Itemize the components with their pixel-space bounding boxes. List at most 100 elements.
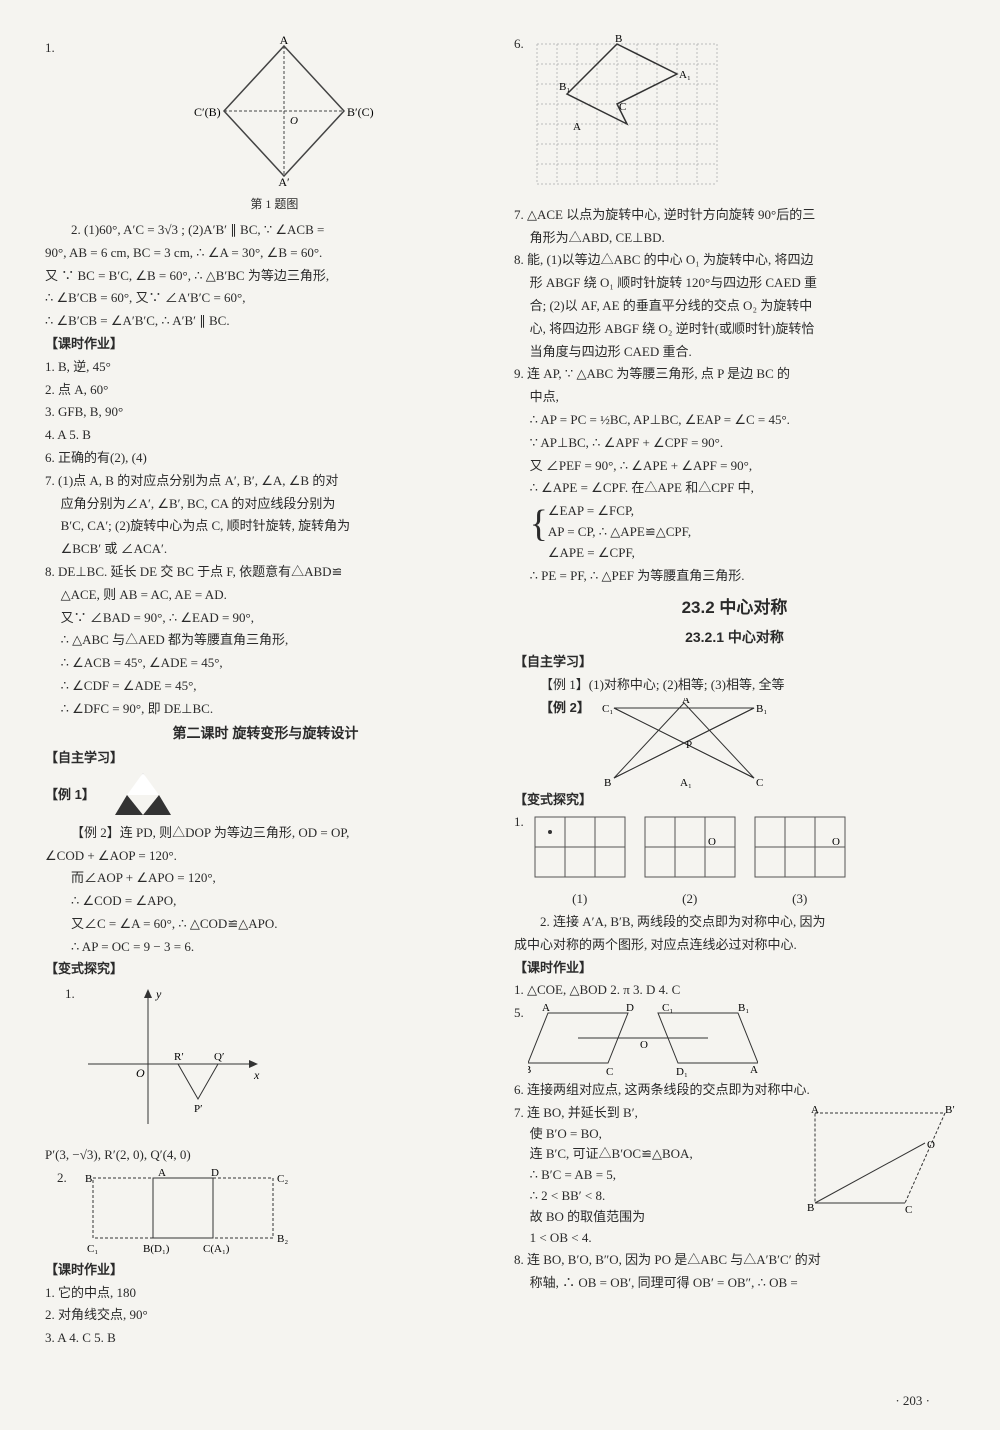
r9d: ∵ AP⊥BC, ∴ ∠APF + ∠CPF = 90°. <box>514 433 955 454</box>
h5-num: 5. <box>514 1003 524 1024</box>
p2e: ∴ ∠B′CB = ∠A′B′C, ∴ A′B′ ∥ BC. <box>45 311 486 332</box>
rect-BD1: B(D₁) <box>143 1243 170 1255</box>
ex2r-row: 【例 2】 C₁ A B₁ B A₁ C P <box>514 698 955 788</box>
fig1-A: A <box>280 36 289 47</box>
xlabel: x <box>253 1068 260 1082</box>
pa-D: D <box>626 1003 634 1014</box>
rect-C2: C₂ <box>277 1173 288 1185</box>
star-svg: C₁ A B₁ B A₁ C P <box>594 698 774 788</box>
grid-num: 6. <box>514 36 524 51</box>
grid-C: C <box>619 101 626 113</box>
rect-num: 2. <box>57 1168 67 1189</box>
rect-B: B <box>85 1173 92 1185</box>
ex2f: ∴ AP = OC = 9 − 3 = 6. <box>45 937 486 958</box>
r9h: ∴ PE = PF, ∴ △PEF 为等腰直角三角形. <box>514 566 955 587</box>
g3-3-O: O <box>832 836 840 848</box>
left-column: 1. A A′ C′(B) B′(C) O 第 1 题图 2. (1)60°, … <box>45 30 486 1351</box>
g3-2-O: O <box>708 836 716 848</box>
l6: 6. 正确的有(2), (4) <box>45 448 486 469</box>
h6: 6. 连接两组对应点, 这两条线段的交点即为对称中心. <box>514 1080 955 1101</box>
p2c: 又 ∵ BC = B′C, ∠B = 60°, ∴ △B′BC 为等边三角形, <box>45 266 486 287</box>
tri-B: B <box>807 1202 814 1213</box>
grid-lines <box>537 44 717 184</box>
ex1-row: 【例 1】 <box>45 771 486 821</box>
g3-n3: (3) <box>750 889 850 910</box>
h7c: 连 B′C, 可证△B′OC≌△BOA, <box>514 1144 797 1165</box>
mits-gap <box>127 773 159 795</box>
h7f: 故 BO 的取值范围为 <box>514 1207 797 1228</box>
fig1-BC: B′(C) <box>347 105 374 119</box>
subhead2: 第二课时 旋转变形与旋转设计 <box>45 722 486 744</box>
Qp: Q′ <box>214 1051 224 1063</box>
fig1-CB: C′(B) <box>194 105 221 119</box>
h7e: ∴ 2 < BB′ < 8. <box>514 1186 797 1207</box>
fig1-Aprime: A′ <box>279 175 291 186</box>
h8a: 8. 连 BO, B′O, B″O, 因为 PO 是△ABC 与△A′B′C′ … <box>514 1250 955 1271</box>
var2-head: 【变式探究】 <box>514 790 955 811</box>
fig1: A A′ C′(B) B′(C) O 第 1 题图 <box>63 36 486 214</box>
star-A1: A₁ <box>680 777 692 788</box>
ex2e: 又∠C = ∠A = 60°, ∴ △COD≌△APO. <box>45 914 486 935</box>
page-number: · 203 · <box>0 1391 1000 1412</box>
star-P: P <box>686 739 692 751</box>
p2b: 90°, AB = 6 cm, BC = 3 cm, ∴ ∠A = 30°, ∠… <box>45 243 486 264</box>
grid-A: A <box>573 121 581 133</box>
pa-C1: C₁ <box>662 1003 673 1014</box>
Rp: R′ <box>174 1051 184 1063</box>
grid-B1: B₁ <box>559 81 570 93</box>
r7b: 角形为△ABD, CE⊥BD. <box>514 228 955 249</box>
O-label: O <box>136 1066 145 1080</box>
coord-tri <box>178 1064 218 1099</box>
pa-O: O <box>640 1039 648 1051</box>
tri-A: A <box>811 1104 819 1116</box>
star-poly <box>614 703 754 778</box>
r8e: 当角度与四边形 CAED 重合. <box>514 342 955 363</box>
self2-head: 【自主学习】 <box>514 652 955 673</box>
ex2d: ∴ ∠COD = ∠APO, <box>45 891 486 912</box>
ex2r-label: 【例 2】 <box>540 698 590 719</box>
grid-svg: B A₁ C B₁ A <box>527 34 727 194</box>
r9c: ∴ AP = PC = ½BC, AP⊥BC, ∠EAP = ∠C = 45°. <box>514 410 955 431</box>
h8b: 称轴, ∴ OB = OB′, 同理可得 OB′ = OB″, ∴ OB = <box>514 1273 955 1294</box>
para-svg: A D C₁ B₁ B C D₁ A₁ O <box>528 1003 758 1078</box>
r9b: 中点, <box>514 387 955 408</box>
l2: 2. 点 A, 60° <box>45 380 486 401</box>
l8e: ∴ ∠ACB = 45°, ∠ADE = 45°, <box>45 653 486 674</box>
v2a: 2. 连接 A′A, B′B, 两线段的交点即为对称中心, 因为 <box>514 912 955 933</box>
r8d: 心, 将四边形 ABGF 绕 O₂ 逆时针(或顺时针)旋转恰 <box>514 319 955 340</box>
self1-head: 【自主学习】 <box>45 748 486 769</box>
rect-outer <box>93 1178 273 1238</box>
x-arrow-icon <box>249 1060 258 1068</box>
rect-A: A <box>158 1168 166 1179</box>
grid-A1: A₁ <box>679 69 691 81</box>
mits-logo <box>103 771 183 821</box>
r8c: 合; (2)以 AF, AE 的垂直平分线的交点 O₂ 为旋转中 <box>514 296 955 317</box>
q1-row: 1. A A′ C′(B) B′(C) O 第 1 题图 <box>45 32 486 218</box>
r9a: 9. 连 AP, ∵ △ABC 为等腰三角形, 点 P 是边 BC 的 <box>514 364 955 385</box>
tri-quad <box>815 1113 945 1203</box>
star-C1: C₁ <box>602 703 613 715</box>
h5-row: 5. A D C₁ B₁ B C D₁ A₁ O <box>514 1003 955 1078</box>
ex2a: 【例 2】连 PD, 则△DOP 为等边三角形, OD = OP, <box>45 823 486 844</box>
r9g3: ∠APE = ∠CPF, <box>548 543 691 564</box>
ex1-label: 【例 1】 <box>45 785 95 806</box>
rect-inner <box>153 1178 213 1238</box>
r9g1: ∠EAP = ∠FCP, <box>548 501 691 522</box>
right-column: 6. B A₁ C B₁ A <box>514 30 955 1351</box>
rect-B2: B₂ <box>277 1233 288 1245</box>
grids3-num: 1. <box>514 812 524 833</box>
rect-C1: C₁ <box>87 1243 98 1255</box>
r9e: 又 ∠PEF = 90°, ∴ ∠APE + ∠APF = 90°, <box>514 456 955 477</box>
star-B1: B₁ <box>756 703 767 715</box>
h7g: 1 < OB < 4. <box>514 1228 797 1249</box>
hl3: 3. A 4. C 5. B <box>45 1328 486 1349</box>
h7d: ∴ B′C = AB = 5, <box>514 1165 797 1186</box>
hl1: 1. 它的中点, 180 <box>45 1283 486 1304</box>
ex2c: 而∠AOP + ∠APO = 120°, <box>45 868 486 889</box>
p2a: 2. (1)60°, A′C = 3√3 ; (2)A′B′ ∥ BC, ∵ ∠… <box>45 220 486 241</box>
l8d: ∴ △ABC 与△AED 都为等腰直角三角形, <box>45 630 486 651</box>
ylabel: y <box>155 987 162 1001</box>
l7b: 应角分别为∠A′, ∠B′, BC, CA 的对应线段分别为 <box>45 494 486 515</box>
grids3-row: 1. (1) O (2) <box>514 812 955 910</box>
star-A: A <box>682 698 690 706</box>
